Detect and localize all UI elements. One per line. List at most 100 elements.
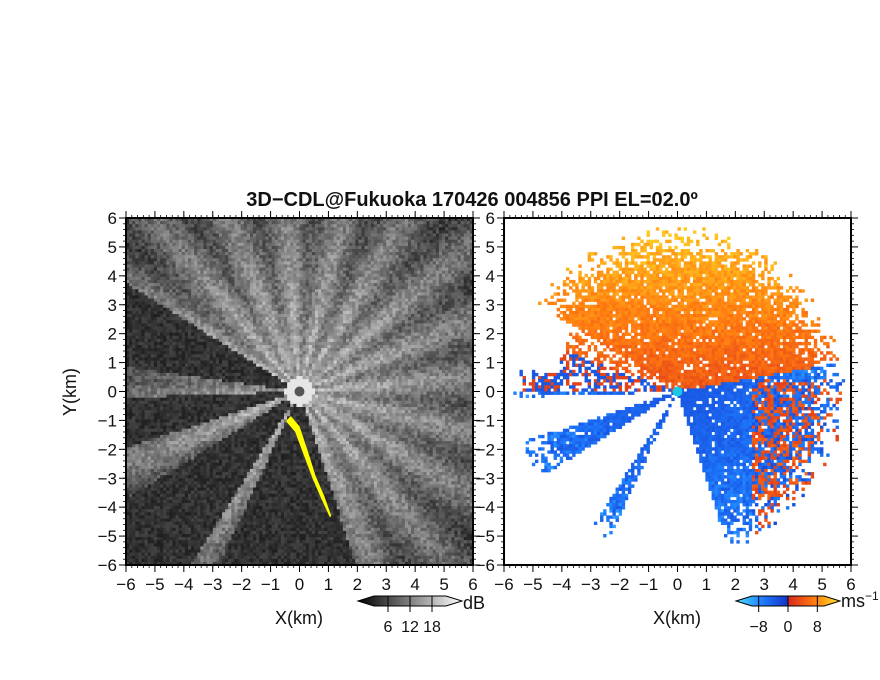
snr-cell bbox=[438, 233, 443, 237]
snr-cell bbox=[451, 227, 455, 231]
snr-cell bbox=[417, 236, 421, 240]
snr-cell bbox=[231, 258, 235, 262]
snr-cell bbox=[398, 252, 403, 256]
snr-cell bbox=[355, 326, 359, 330]
snr-cell bbox=[426, 227, 430, 231]
snr-cell bbox=[330, 292, 334, 296]
snr-cell bbox=[426, 351, 430, 355]
snr-cell bbox=[349, 233, 353, 237]
snr-cell bbox=[407, 279, 412, 284]
snr-cell bbox=[404, 258, 409, 262]
snr-cell bbox=[442, 348, 446, 352]
snr-cell bbox=[336, 258, 341, 262]
snr-cell bbox=[160, 276, 164, 281]
snr-cell bbox=[209, 227, 214, 231]
snr-cell bbox=[234, 239, 238, 244]
snr-cell bbox=[305, 320, 310, 324]
snr-cell bbox=[398, 314, 403, 318]
snr-cell bbox=[314, 354, 319, 358]
snr-cell bbox=[172, 224, 176, 228]
snr-cell bbox=[361, 221, 365, 225]
snr-cell bbox=[345, 338, 350, 343]
snr-cell bbox=[246, 248, 251, 253]
snr-cell bbox=[407, 245, 412, 250]
snr-cell bbox=[333, 292, 337, 296]
snr-cell bbox=[156, 233, 161, 237]
snr-cell bbox=[206, 345, 210, 349]
snr-cell bbox=[445, 279, 449, 284]
snr-cell bbox=[277, 298, 282, 302]
snr-cell bbox=[172, 295, 176, 299]
snr-cell bbox=[305, 354, 310, 358]
snr-cell bbox=[253, 227, 257, 231]
snr-cell bbox=[376, 245, 381, 250]
snr-cell bbox=[147, 245, 152, 250]
snr-cell bbox=[287, 252, 291, 256]
snr-cell bbox=[305, 345, 310, 349]
snr-cell bbox=[132, 351, 136, 355]
snr-cell bbox=[414, 224, 418, 228]
snr-cell bbox=[200, 314, 204, 318]
snr-cell bbox=[318, 335, 322, 340]
snr-cell bbox=[308, 345, 313, 349]
snr-cell bbox=[200, 301, 204, 306]
snr-cell bbox=[144, 233, 148, 237]
snr-cell bbox=[126, 304, 130, 309]
snr-cell bbox=[200, 335, 204, 340]
snr-cell bbox=[153, 348, 158, 352]
snr-cell bbox=[352, 218, 356, 222]
snr-cell bbox=[274, 273, 279, 278]
snr-cell bbox=[370, 292, 375, 296]
snr-cell bbox=[237, 230, 241, 234]
snr-cell bbox=[187, 279, 192, 284]
snr-cell bbox=[243, 338, 248, 343]
snr-cell bbox=[253, 289, 257, 293]
snr-cell bbox=[138, 286, 142, 290]
snr-cell bbox=[153, 221, 158, 225]
snr-cell bbox=[197, 255, 201, 259]
snr-cell bbox=[460, 224, 465, 228]
snr-cell bbox=[404, 230, 409, 234]
snr-cell bbox=[454, 286, 458, 290]
snr-cell bbox=[166, 292, 170, 296]
snr-cell bbox=[336, 348, 341, 352]
snr-cell bbox=[469, 326, 473, 330]
snr-cell bbox=[370, 289, 375, 293]
snr-cell bbox=[370, 221, 375, 225]
snr-cell bbox=[212, 304, 217, 309]
snr-cell bbox=[401, 267, 406, 271]
snr-cell bbox=[231, 317, 235, 321]
snr-cell bbox=[293, 317, 297, 321]
snr-cell bbox=[429, 270, 434, 275]
snr-cell bbox=[194, 245, 198, 250]
snr-cell bbox=[414, 335, 418, 340]
snr-cell bbox=[284, 273, 288, 278]
snr-cell bbox=[187, 314, 192, 318]
snr-cell bbox=[349, 221, 353, 225]
snr-cell bbox=[314, 320, 319, 324]
snr-cell bbox=[318, 329, 322, 333]
snr-cell bbox=[147, 248, 152, 253]
snr-cell bbox=[386, 348, 390, 352]
snr-cell bbox=[327, 255, 331, 259]
snr-cell bbox=[364, 310, 368, 315]
snr-cell bbox=[243, 255, 248, 259]
snr-cell bbox=[178, 335, 183, 340]
snr-cell bbox=[373, 218, 378, 222]
snr-cell bbox=[395, 310, 399, 315]
snr-cell bbox=[376, 298, 381, 302]
snr-cell bbox=[153, 289, 158, 293]
snr-cell bbox=[355, 242, 359, 247]
snr-cell bbox=[191, 335, 195, 340]
snr-cell bbox=[256, 236, 260, 240]
snr-cell bbox=[448, 273, 452, 278]
snr-cell bbox=[274, 286, 279, 290]
snr-cell bbox=[138, 351, 142, 355]
snr-cell bbox=[169, 317, 173, 321]
snr-cell bbox=[349, 341, 353, 346]
snr-cell bbox=[160, 354, 164, 358]
snr-cell bbox=[327, 267, 331, 271]
snr-cell bbox=[234, 338, 238, 343]
snr-cell bbox=[135, 348, 139, 352]
snr-cell bbox=[321, 345, 325, 349]
